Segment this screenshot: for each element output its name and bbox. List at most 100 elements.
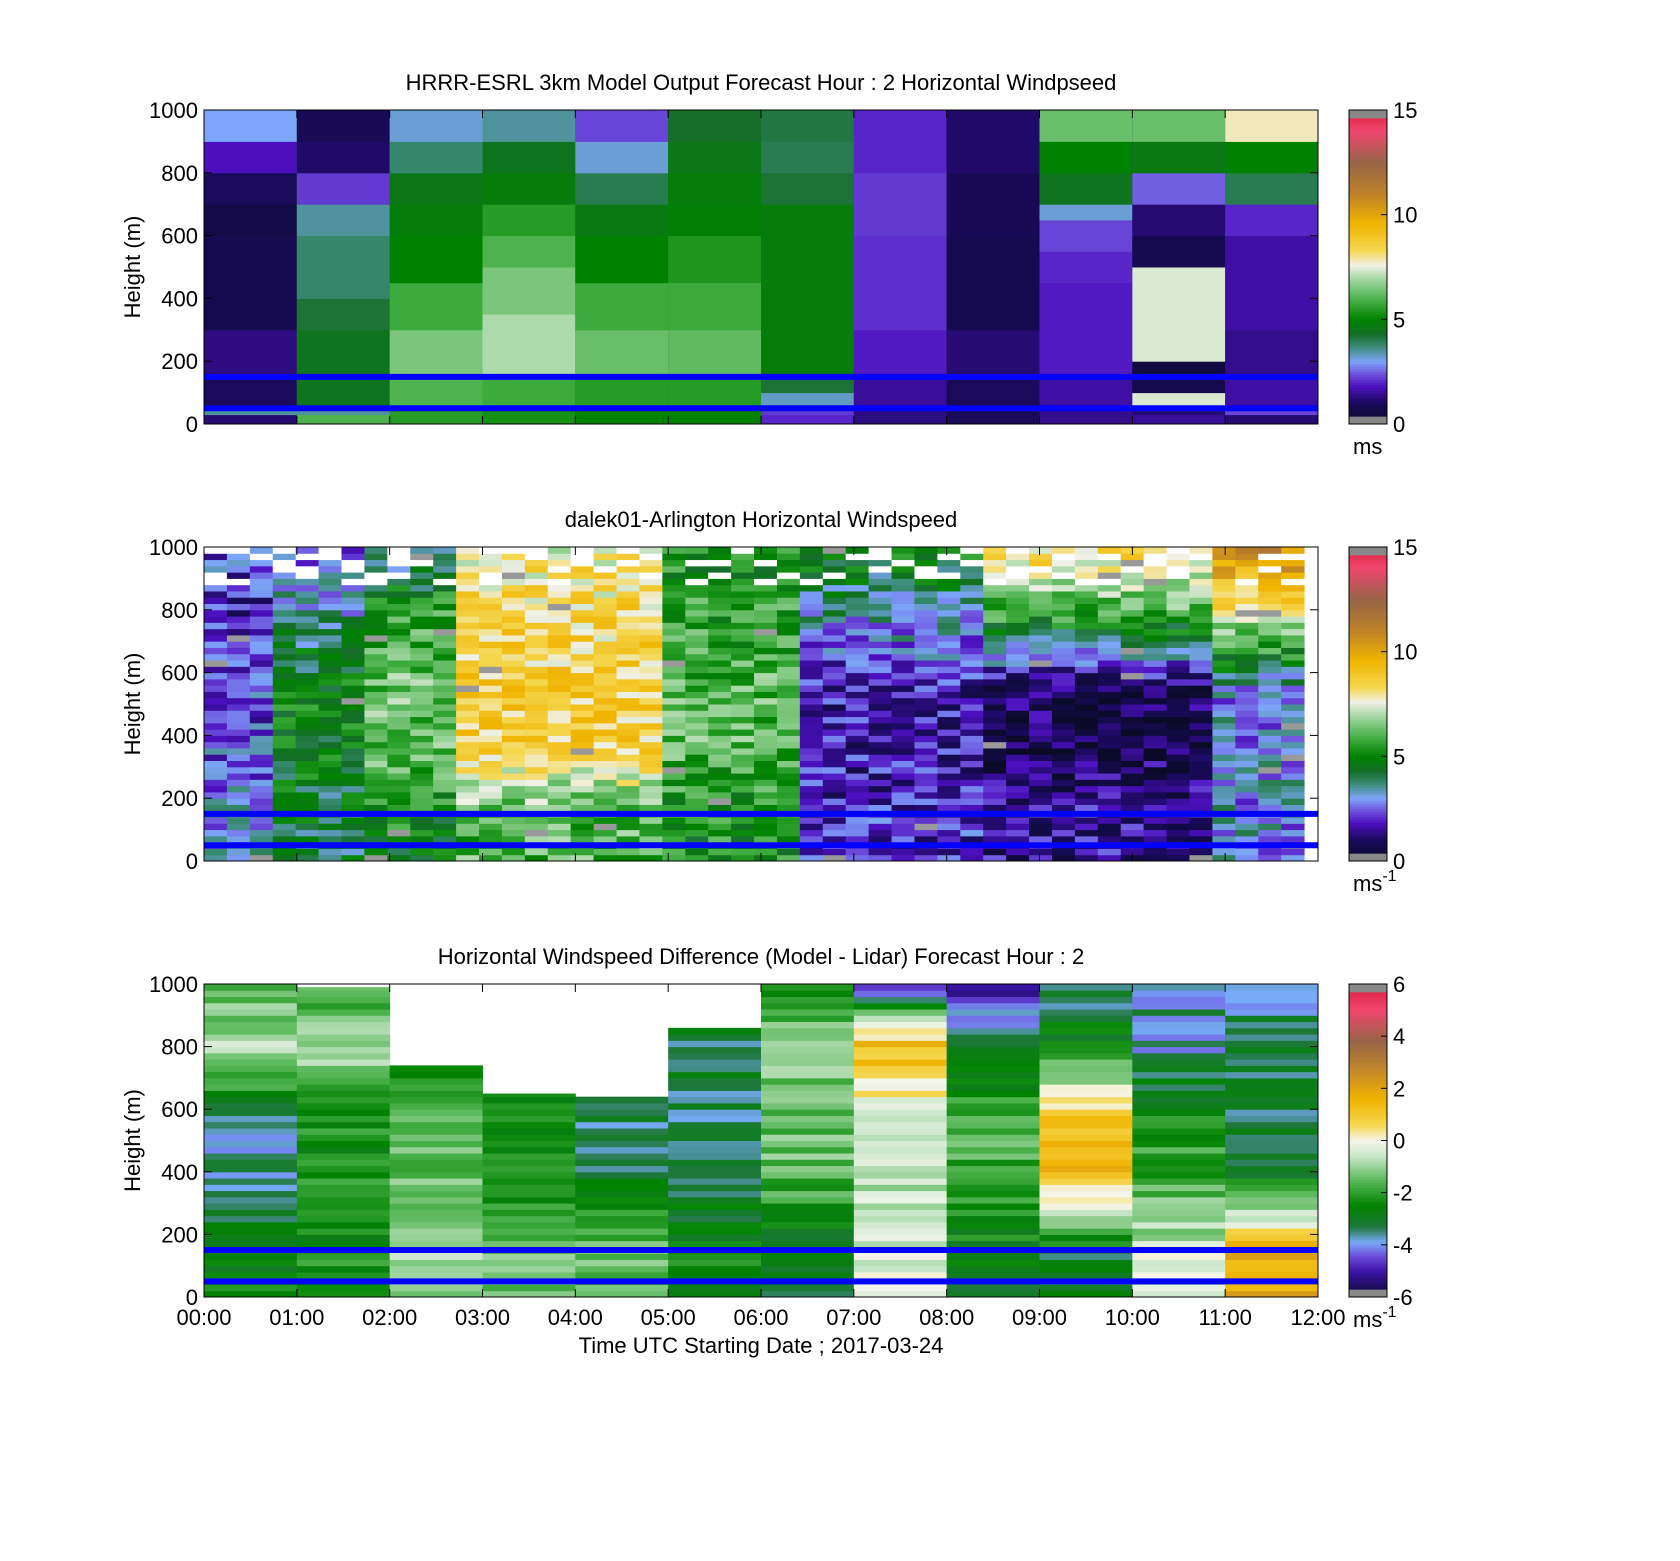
heatmap-cell [389,1134,483,1141]
heatmap-cell [960,710,984,718]
heatmap-cell [1006,704,1030,711]
heatmap-cell [1051,716,1076,724]
heatmap-cell [639,785,663,793]
heatmap-cell [501,578,526,586]
heatmap-cell [731,848,755,856]
heatmap-cell [341,572,365,579]
heatmap-cell [1051,597,1076,605]
heatmap-cell [1235,622,1259,630]
heatmap-cell [524,817,549,824]
heatmap-cell [1212,747,1236,755]
heatmap-cell [547,760,572,768]
heatmap-cell [1235,779,1259,787]
heatmap-cell [1281,791,1305,799]
heatmap-cell [482,1171,576,1179]
heatmap-cell [1258,628,1282,636]
heatmap-cell [204,1265,298,1273]
heatmap-cell [295,590,320,598]
heatmap-cell [1074,729,1099,736]
heatmap-cell [1281,622,1305,630]
heatmap-cell [708,754,732,762]
heatmap-cell [662,823,686,831]
heatmap-cell [822,616,847,623]
heatmap-cell [410,590,434,598]
heatmap-cell [341,547,365,554]
heatmap-cell [1029,716,1053,724]
colorbar-segment [1349,253,1387,258]
heatmap-cell [1225,204,1319,237]
heatmap-cell [1143,829,1168,837]
heatmap-cell [410,584,434,592]
heatmap-cell [754,578,778,586]
heatmap-cell [570,710,595,718]
heatmap-cell [575,1196,669,1204]
heatmap-cell [524,660,549,667]
heatmap-cell [845,609,870,617]
heatmap-cell [1039,1052,1133,1060]
heatmap-cell [575,204,669,237]
heatmap-cell [868,848,893,856]
colorbar-segment [1349,112,1387,116]
heatmap-cell [761,204,855,378]
heatmap-cell [1006,716,1030,724]
heatmap-cell [389,1228,483,1235]
colorbar-segment [1349,144,1387,148]
heatmap-cell [433,854,457,862]
heatmap-cell [501,722,526,730]
heatmap-cell [524,729,549,736]
heatmap-cell [387,722,411,730]
heatmap-cell [226,710,251,718]
heatmap-cell [668,1259,762,1267]
heatmap-cell [295,616,320,623]
heatmap-cell [570,760,595,768]
colorbar-segment [1349,1281,1387,1285]
heatmap-cell [983,735,1007,743]
heatmap-cell [479,716,503,724]
heatmap-cell [1051,804,1076,812]
y-axis-label: Height (m) [120,1089,145,1192]
heatmap-cell [1051,823,1076,831]
heatmap-cell [1225,1271,1319,1279]
heatmap-cell [685,754,709,762]
heatmap-cell [295,710,320,718]
colorbar-segment [1349,243,1387,247]
heatmap-cell [1166,578,1190,586]
heatmap-cell [662,653,686,661]
colorbar-segment [1349,612,1387,616]
heatmap-cell [868,559,893,567]
heatmap-cell [570,829,595,837]
heatmap-cell [1212,779,1236,787]
heatmap-cell [1225,1134,1319,1141]
heatmap-cell [761,1071,855,1079]
heatmap-cell [318,678,343,686]
heatmap-cell [389,376,483,406]
heatmap-cell [575,1165,669,1173]
heatmap-cell [204,1228,298,1235]
heatmap-cell [1029,559,1053,567]
heatmap-cell [1189,622,1213,630]
heatmap-cell [1132,1290,1226,1298]
heatmap-cell [1166,710,1190,718]
heatmap-cell [318,754,343,762]
heatmap-cell [1281,691,1305,699]
heatmap-cell [1132,1203,1226,1210]
heatmap-cell [761,1084,855,1091]
heatmap-cell [1281,597,1305,605]
heatmap-cell [662,704,686,711]
heatmap-cell [1189,634,1213,642]
heatmap-cell [1212,634,1236,642]
colorbar-segment [1349,1080,1387,1084]
heatmap-cell [524,559,549,567]
heatmap-cell [1281,716,1305,724]
heatmap-cell [891,641,915,648]
heatmap-cell [1029,578,1053,586]
heatmap-cell [1212,547,1236,554]
heatmap-cell [1143,854,1168,862]
colorbar-segment [1349,1028,1387,1032]
heatmap-cell [1281,754,1305,762]
heatmap-cell [593,785,618,793]
heatmap-cell [318,835,343,843]
heatmap-cell [1029,854,1053,862]
heatmap-cell [983,766,1007,774]
heatmap-cell [456,817,480,824]
